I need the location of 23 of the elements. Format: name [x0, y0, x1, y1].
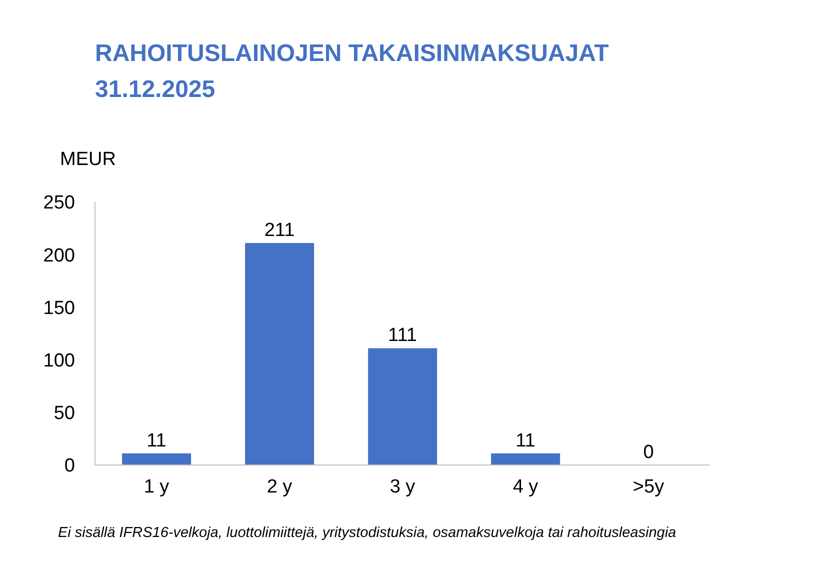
y-axis-title: MEUR	[60, 149, 116, 171]
data-label: 211	[264, 220, 295, 242]
data-label: 11	[146, 430, 166, 452]
x-tick-label: >5y	[632, 476, 665, 498]
y-tick-label: 150	[43, 298, 75, 319]
x-tick-label: 2 y	[266, 476, 293, 498]
y-tick-label: 0	[64, 456, 75, 477]
bar	[491, 453, 560, 465]
y-tick-label: 50	[54, 403, 75, 424]
data-label: 111	[388, 325, 417, 346]
y-tick-label: 100	[43, 350, 75, 372]
bar	[245, 243, 314, 465]
bar	[122, 453, 192, 465]
text: Ei sisällä IFRS16-velkoja, luottolimiittejä, yritystodistuksia, osamaksuvelkoja tai rahoitusleasingia	[58, 525, 676, 541]
chart-title: RAHOITUSLAINOJEN TAKAISINMAKSUAJAT 31.12.2025	[95, 39, 610, 105]
y-tick-label: 200	[43, 245, 75, 266]
data-label: 11	[516, 430, 536, 452]
x-tick-label: 3 y	[390, 476, 416, 498]
data-label: 0	[643, 442, 654, 463]
y-tick-label: 250	[43, 192, 75, 214]
x-tick-label: 4 y	[512, 476, 539, 498]
bar	[368, 348, 438, 465]
x-tick-label: 1 y	[144, 476, 170, 498]
